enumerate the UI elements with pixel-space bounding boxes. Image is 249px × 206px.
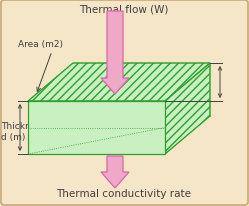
Polygon shape [101, 156, 129, 188]
Polygon shape [101, 12, 129, 95]
Text: Thermal conductivity rate: Thermal conductivity rate [57, 188, 191, 198]
Polygon shape [165, 64, 210, 154]
Polygon shape [28, 102, 165, 154]
Text: Thermal flow (W): Thermal flow (W) [79, 4, 169, 14]
Polygon shape [28, 64, 210, 102]
Text: Thickness
d (m): Thickness d (m) [1, 121, 46, 141]
Text: Area (m2): Area (m2) [18, 40, 63, 49]
